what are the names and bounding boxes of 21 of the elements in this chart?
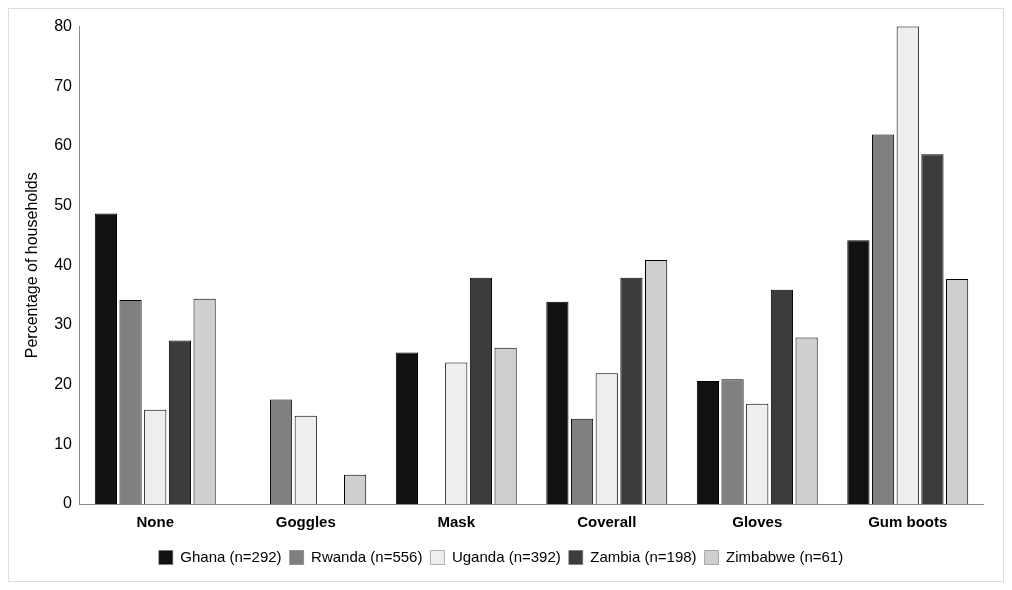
x-tick-label: Coverall bbox=[577, 513, 637, 531]
x-tick-label: Mask bbox=[437, 513, 476, 531]
y-tick-label: 40 bbox=[54, 255, 73, 273]
x-tick-label: None bbox=[136, 513, 174, 531]
x-tick-label: Gloves bbox=[732, 513, 783, 531]
legend-label: Uganda (n=392) bbox=[451, 547, 561, 565]
y-tick-label: 0 bbox=[63, 494, 73, 512]
x-tick-label: Goggles bbox=[275, 513, 336, 531]
legend-label: Zimbabwe (n=61) bbox=[726, 547, 844, 565]
legend-label: Ghana (n=292) bbox=[180, 547, 282, 565]
y-tick-label: 30 bbox=[54, 315, 73, 333]
y-tick-label: 10 bbox=[54, 434, 73, 452]
legend-label: Zambia (n=198) bbox=[590, 547, 697, 565]
y-tick-label: 20 bbox=[54, 375, 73, 393]
y-tick-label: 60 bbox=[54, 136, 73, 154]
y-axis-title: Percentage of households bbox=[23, 172, 41, 359]
legend-label: Rwanda (n=556) bbox=[311, 547, 423, 565]
y-tick-label: 50 bbox=[54, 196, 73, 214]
x-tick-label: Gum boots bbox=[868, 513, 948, 531]
y-tick-label: 80 bbox=[54, 17, 73, 35]
y-tick-label: 70 bbox=[54, 76, 73, 94]
